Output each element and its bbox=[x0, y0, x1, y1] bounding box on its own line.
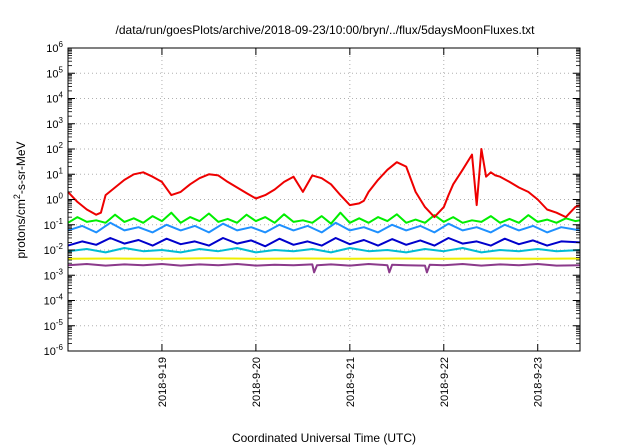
y-tick-label-base: 10 bbox=[46, 195, 58, 207]
y-tick-label: 103 bbox=[46, 116, 63, 131]
y-tick-label-exp: 5 bbox=[59, 65, 64, 74]
y-tick-label: 106 bbox=[46, 40, 63, 55]
y-tick-label-base: 10 bbox=[46, 43, 58, 55]
y-tick-label-exp: -6 bbox=[56, 343, 64, 352]
y-tick-label: 10-5 bbox=[44, 318, 64, 333]
x-axis-label: Coordinated Universal Time (UTC) bbox=[232, 431, 416, 445]
y-tick-label: 10-1 bbox=[44, 217, 64, 232]
x-axis: 2018-9-19 2018-9-20 2018-9-21 2018-9-22 2018… bbox=[157, 48, 545, 407]
y-tick-label: 102 bbox=[46, 141, 63, 156]
series-line-2 bbox=[67, 221, 581, 234]
y-tick-label-base: 10 bbox=[44, 296, 56, 308]
y-tick-label-base: 10 bbox=[46, 119, 58, 131]
y-tick-label: 101 bbox=[46, 166, 63, 181]
y-tick-label: 100 bbox=[46, 192, 63, 207]
y-tick-label-base: 10 bbox=[44, 245, 56, 257]
y-tick-label-base: 10 bbox=[46, 144, 58, 156]
chart-title: /data/run/goesPlots/archive/2018-09-23/1… bbox=[116, 23, 536, 37]
x-tick-label: 2018-9-20 bbox=[251, 357, 263, 407]
y-tick-label-exp: -1 bbox=[56, 217, 64, 226]
y-tick-label-base: 10 bbox=[46, 68, 58, 80]
y-tick-label: 104 bbox=[46, 91, 63, 106]
y-tick-label: 10-4 bbox=[44, 293, 64, 308]
x-tick-label: 2018-9-21 bbox=[345, 357, 357, 407]
y-tick-label-base: 10 bbox=[44, 270, 56, 282]
y-tick-label-exp: -4 bbox=[56, 293, 64, 302]
y-tick-label-base: 10 bbox=[46, 94, 58, 106]
x-tick-label: 2018-9-22 bbox=[439, 357, 451, 407]
y-tick-label-exp: 6 bbox=[59, 40, 64, 49]
y-tick-label: 10-6 bbox=[44, 343, 64, 358]
series-line-1 bbox=[67, 211, 581, 225]
y-axis-label-rest: -s-sr-MeV bbox=[14, 141, 28, 194]
x-tick-label: 2018-9-19 bbox=[157, 357, 169, 407]
y-tick-label: 105 bbox=[46, 65, 63, 80]
y-tick-label-exp: 1 bbox=[59, 166, 64, 175]
series-line-5 bbox=[67, 257, 581, 260]
y-tick-label-exp: -3 bbox=[56, 267, 64, 276]
grid bbox=[68, 48, 580, 351]
series-line-0 bbox=[67, 148, 581, 219]
y-tick-label-exp: 3 bbox=[59, 116, 64, 125]
series-line-6 bbox=[67, 263, 581, 274]
y-axis: 10-610-510-410-310-210-11001011021031041… bbox=[44, 40, 580, 358]
y-tick-label-exp: 2 bbox=[59, 141, 64, 150]
y-tick-label: 10-2 bbox=[44, 242, 64, 257]
y-tick-label: 10-3 bbox=[44, 267, 64, 282]
series-line-3 bbox=[67, 237, 581, 248]
y-tick-label-base: 10 bbox=[46, 169, 58, 181]
series-lines bbox=[67, 148, 581, 274]
x-tick-label: 2018-9-23 bbox=[533, 357, 545, 407]
y-axis-label: protons/cm2-s-sr-MeV bbox=[12, 141, 28, 258]
y-axis-label-base: protons/cm bbox=[14, 199, 28, 258]
y-tick-label-exp: -5 bbox=[56, 318, 64, 327]
y-tick-label-base: 10 bbox=[44, 346, 56, 358]
series-line-4 bbox=[67, 247, 581, 254]
y-tick-label-exp: 4 bbox=[59, 91, 64, 100]
y-tick-label-base: 10 bbox=[44, 321, 56, 333]
y-tick-label-base: 10 bbox=[44, 220, 56, 232]
y-axis-label-sup: 2 bbox=[12, 194, 22, 199]
y-tick-label-exp: 0 bbox=[59, 192, 64, 201]
y-tick-label-exp: -2 bbox=[56, 242, 64, 251]
